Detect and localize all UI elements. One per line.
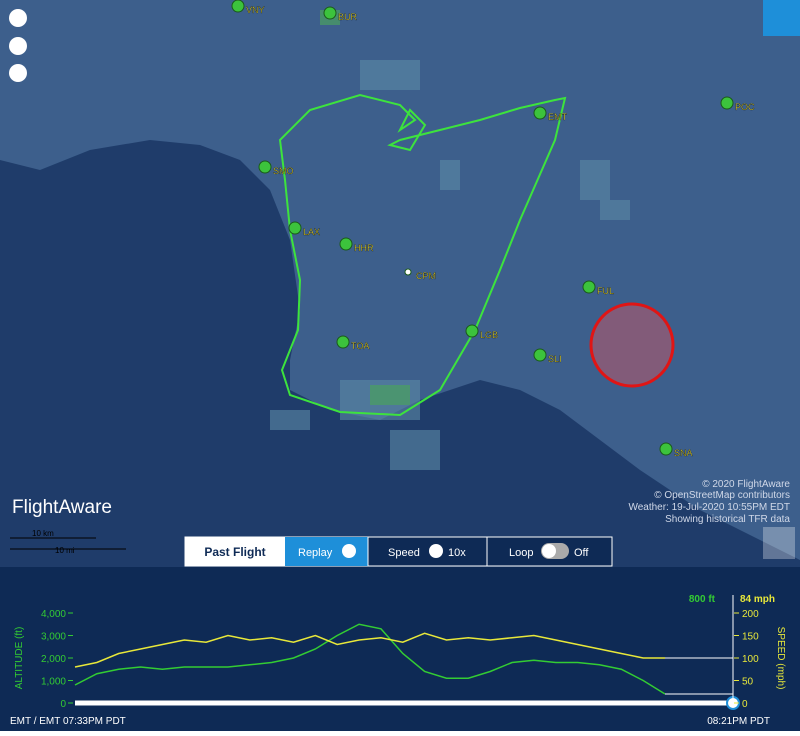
y-tick-label: 0 <box>60 699 66 710</box>
credit: Weather: 19-Jul-2020 10:55PM EDT <box>628 502 790 513</box>
speed-label: Speed <box>388 547 420 559</box>
y2-tick-label: 100 <box>742 654 759 665</box>
y-tick-label: 3,000 <box>41 632 66 643</box>
airport-marker <box>339 237 353 251</box>
series-line <box>74 623 666 695</box>
credit: Showing historical TFR data <box>665 514 790 525</box>
airport-label: FUL <box>597 286 614 296</box>
credit: © OpenStreetMap contributors <box>654 490 790 501</box>
airport-marker <box>582 280 596 294</box>
speed-icon[interactable] <box>429 544 443 558</box>
airport-marker <box>404 268 412 276</box>
credit: © 2020 FlightAware <box>702 479 790 490</box>
scale-label: 10 km <box>32 529 54 538</box>
y-tick-label: 2,000 <box>41 654 66 665</box>
loop-label: Loop <box>509 547 533 559</box>
airport-label: SNA <box>674 448 693 458</box>
airport-label: POC <box>735 102 755 112</box>
orientation[interactable] <box>9 37 27 55</box>
y2-axis-title: SPEED (mph) <box>775 627 786 690</box>
current-altitude: 800 ft <box>689 594 716 605</box>
current-speed: 84 mph <box>740 594 775 605</box>
y2-tick-label: 150 <box>742 632 759 643</box>
y2-tick-label: 200 <box>742 609 759 620</box>
airport-marker <box>336 335 350 349</box>
airport-label: TOA <box>351 341 369 351</box>
airport-label: CPM <box>416 271 436 281</box>
airport-marker <box>533 348 547 362</box>
airport-label: BUR <box>338 12 358 22</box>
airport-marker <box>720 96 734 110</box>
ocean <box>0 140 800 567</box>
airport-marker <box>323 6 337 20</box>
series-line <box>74 632 665 668</box>
loop-knob <box>542 544 556 558</box>
logo: FlightAware <box>12 497 112 518</box>
airport-label: HHR <box>354 243 374 253</box>
y2-tick-label: 50 <box>742 677 754 688</box>
mode-label: Past Flight <box>204 545 265 559</box>
flight-path <box>278 93 567 417</box>
airport-label: LAX <box>303 227 320 237</box>
airport-marker <box>258 160 272 174</box>
tfr-circle <box>589 302 675 388</box>
zoom-in[interactable] <box>9 9 27 27</box>
y-axis-title: ALTITUDE (ft) <box>14 627 25 690</box>
airport-marker <box>659 442 673 456</box>
airport-label: SMO <box>273 166 294 176</box>
chart-panel <box>0 567 800 731</box>
airport-label: VNY <box>246 5 265 15</box>
airport-marker <box>465 324 479 338</box>
airport-marker <box>533 106 547 120</box>
scale-label: 10 mi <box>55 546 75 555</box>
end-time: 08:21PM PDT <box>707 716 770 727</box>
layers-button[interactable] <box>763 0 800 36</box>
replay-label: Replay <box>298 547 333 559</box>
y-tick-label: 1,000 <box>41 677 66 688</box>
y-tick-label: 4,000 <box>41 609 66 620</box>
speed-value: 10x <box>448 547 466 559</box>
airport-label: SLI <box>548 354 562 364</box>
fullscreen-button[interactable] <box>763 527 795 559</box>
airport-marker <box>231 0 245 13</box>
airport-label: EMT <box>548 112 568 122</box>
airport-marker <box>288 221 302 235</box>
mode-tab[interactable] <box>185 537 285 566</box>
start-time: EMT / EMT 07:33PM PDT <box>10 716 126 727</box>
zoom-out[interactable] <box>9 64 27 82</box>
loop-value: Off <box>574 547 589 559</box>
airport-label: LGB <box>480 330 498 340</box>
y2-tick-label: 0 <box>742 699 748 710</box>
play-icon <box>342 544 356 558</box>
zoom-controls[interactable] <box>9 9 27 82</box>
